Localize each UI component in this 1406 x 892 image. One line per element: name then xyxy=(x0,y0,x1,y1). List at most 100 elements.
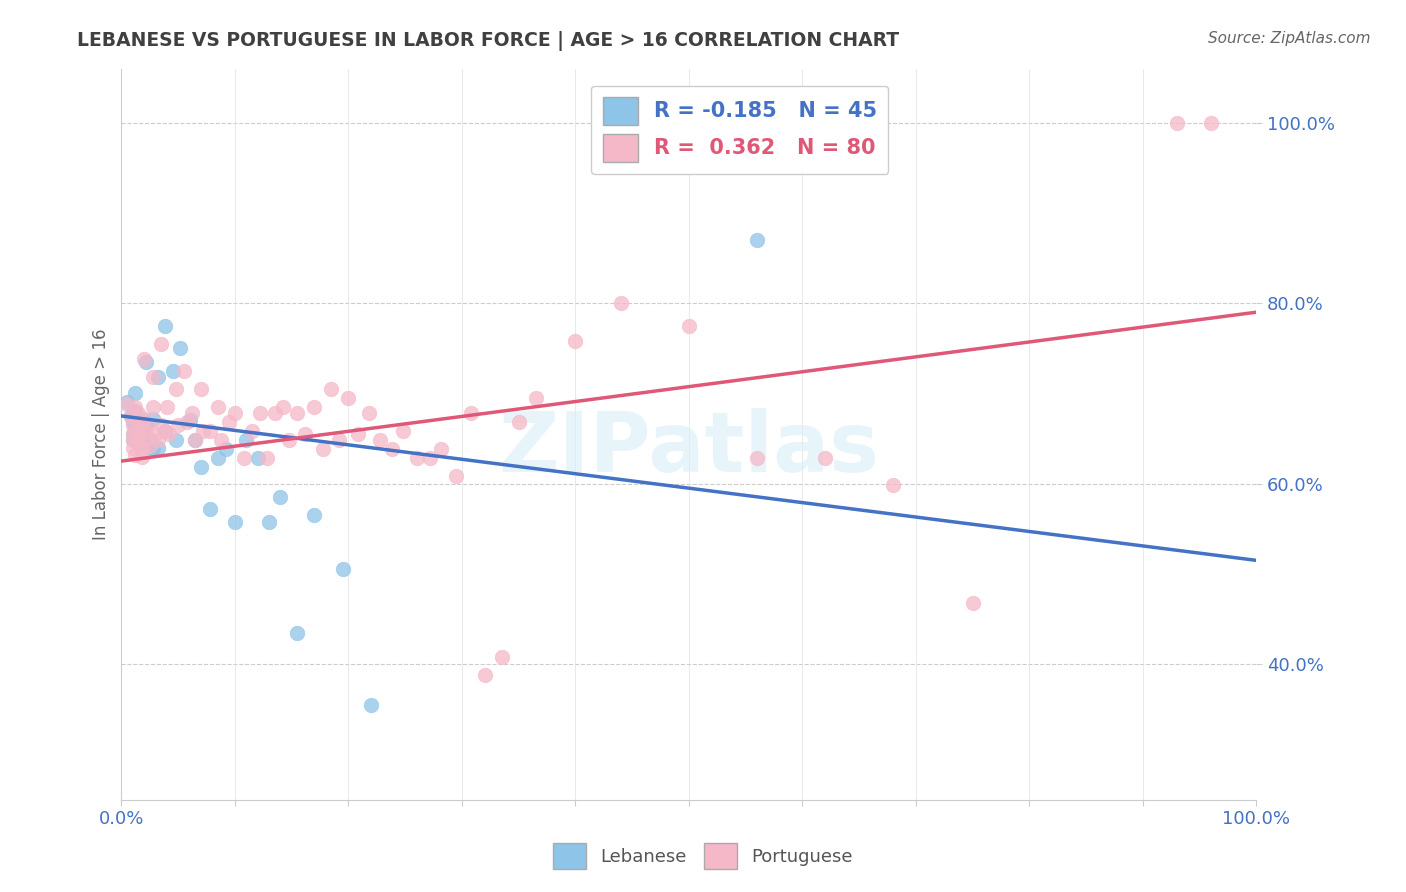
Point xyxy=(124,386,146,401)
Legend: Lebanese, Portuguese: Lebanese, Portuguese xyxy=(546,836,860,876)
Point xyxy=(357,406,380,420)
Point xyxy=(246,451,269,466)
Point xyxy=(131,423,153,437)
Point xyxy=(191,425,214,439)
Point xyxy=(135,425,157,439)
Point xyxy=(224,515,246,529)
Legend: R = -0.185   N = 45, R =  0.362   N = 80: R = -0.185 N = 45, R = 0.362 N = 80 xyxy=(592,86,889,174)
Point xyxy=(256,451,278,466)
Point xyxy=(127,417,149,432)
Point xyxy=(162,364,184,378)
Point xyxy=(1199,116,1222,130)
Point xyxy=(190,382,212,396)
Point xyxy=(173,364,195,378)
Point xyxy=(134,434,156,448)
Point xyxy=(156,400,179,414)
Point xyxy=(127,436,149,450)
Point xyxy=(180,406,202,420)
Point xyxy=(564,334,586,348)
Point xyxy=(145,427,167,442)
Point xyxy=(392,425,415,439)
Point xyxy=(179,413,201,427)
Point xyxy=(328,434,350,448)
Point xyxy=(120,409,142,423)
Point xyxy=(745,233,768,247)
Text: Source: ZipAtlas.com: Source: ZipAtlas.com xyxy=(1208,31,1371,46)
Point xyxy=(169,341,191,355)
Point xyxy=(135,417,157,432)
Point xyxy=(962,596,984,610)
Point xyxy=(127,425,149,439)
Point xyxy=(121,434,143,448)
Point xyxy=(678,318,700,333)
Point xyxy=(115,395,138,409)
Point xyxy=(215,442,238,457)
Point xyxy=(146,370,169,384)
Point xyxy=(882,478,904,492)
Point xyxy=(304,508,326,523)
Point xyxy=(131,450,153,464)
Point xyxy=(165,382,187,396)
Point xyxy=(124,415,146,429)
Point xyxy=(405,451,427,466)
Point xyxy=(419,451,441,466)
Point xyxy=(176,415,198,429)
Point xyxy=(332,562,354,576)
Point xyxy=(474,668,496,682)
Point xyxy=(337,391,360,405)
Text: ZIPatlas: ZIPatlas xyxy=(498,409,879,489)
Point xyxy=(218,415,240,429)
Point xyxy=(304,400,326,414)
Point xyxy=(139,434,162,448)
Point xyxy=(167,417,190,432)
Point xyxy=(294,427,316,442)
Point xyxy=(610,296,633,310)
Point xyxy=(257,515,280,529)
Point xyxy=(209,434,232,448)
Point xyxy=(207,400,229,414)
Point xyxy=(142,400,165,414)
Point xyxy=(745,451,768,466)
Point xyxy=(153,425,176,439)
Point xyxy=(346,427,368,442)
Point xyxy=(263,406,285,420)
Point xyxy=(127,415,149,429)
Point xyxy=(508,415,530,429)
Point xyxy=(115,397,138,411)
Point xyxy=(150,336,173,351)
Point xyxy=(224,406,246,420)
Point xyxy=(139,441,162,455)
Text: LEBANESE VS PORTUGUESE IN LABOR FORCE | AGE > 16 CORRELATION CHART: LEBANESE VS PORTUGUESE IN LABOR FORCE | … xyxy=(77,31,900,51)
Point xyxy=(153,425,176,439)
Point xyxy=(233,451,256,466)
Point xyxy=(444,469,467,483)
Point xyxy=(121,441,143,455)
Point xyxy=(124,400,146,414)
Point xyxy=(165,434,187,448)
Point xyxy=(285,406,308,420)
Point xyxy=(430,442,453,457)
Point xyxy=(121,427,143,442)
Point xyxy=(124,448,146,462)
Point xyxy=(139,439,162,453)
Point xyxy=(235,434,257,448)
Y-axis label: In Labor Force | Age > 16: In Labor Force | Age > 16 xyxy=(93,328,110,540)
Point xyxy=(135,355,157,369)
Point xyxy=(1166,116,1188,130)
Point xyxy=(269,490,291,504)
Point xyxy=(240,425,263,439)
Point xyxy=(146,441,169,455)
Point xyxy=(184,434,207,448)
Point xyxy=(127,430,149,444)
Point xyxy=(491,649,513,664)
Point xyxy=(142,411,165,425)
Point xyxy=(131,411,153,425)
Point xyxy=(524,391,547,405)
Point xyxy=(131,442,153,457)
Point xyxy=(135,417,157,432)
Point xyxy=(153,318,176,333)
Point xyxy=(368,434,391,448)
Point xyxy=(121,415,143,429)
Point xyxy=(135,432,157,446)
Point xyxy=(150,417,173,432)
